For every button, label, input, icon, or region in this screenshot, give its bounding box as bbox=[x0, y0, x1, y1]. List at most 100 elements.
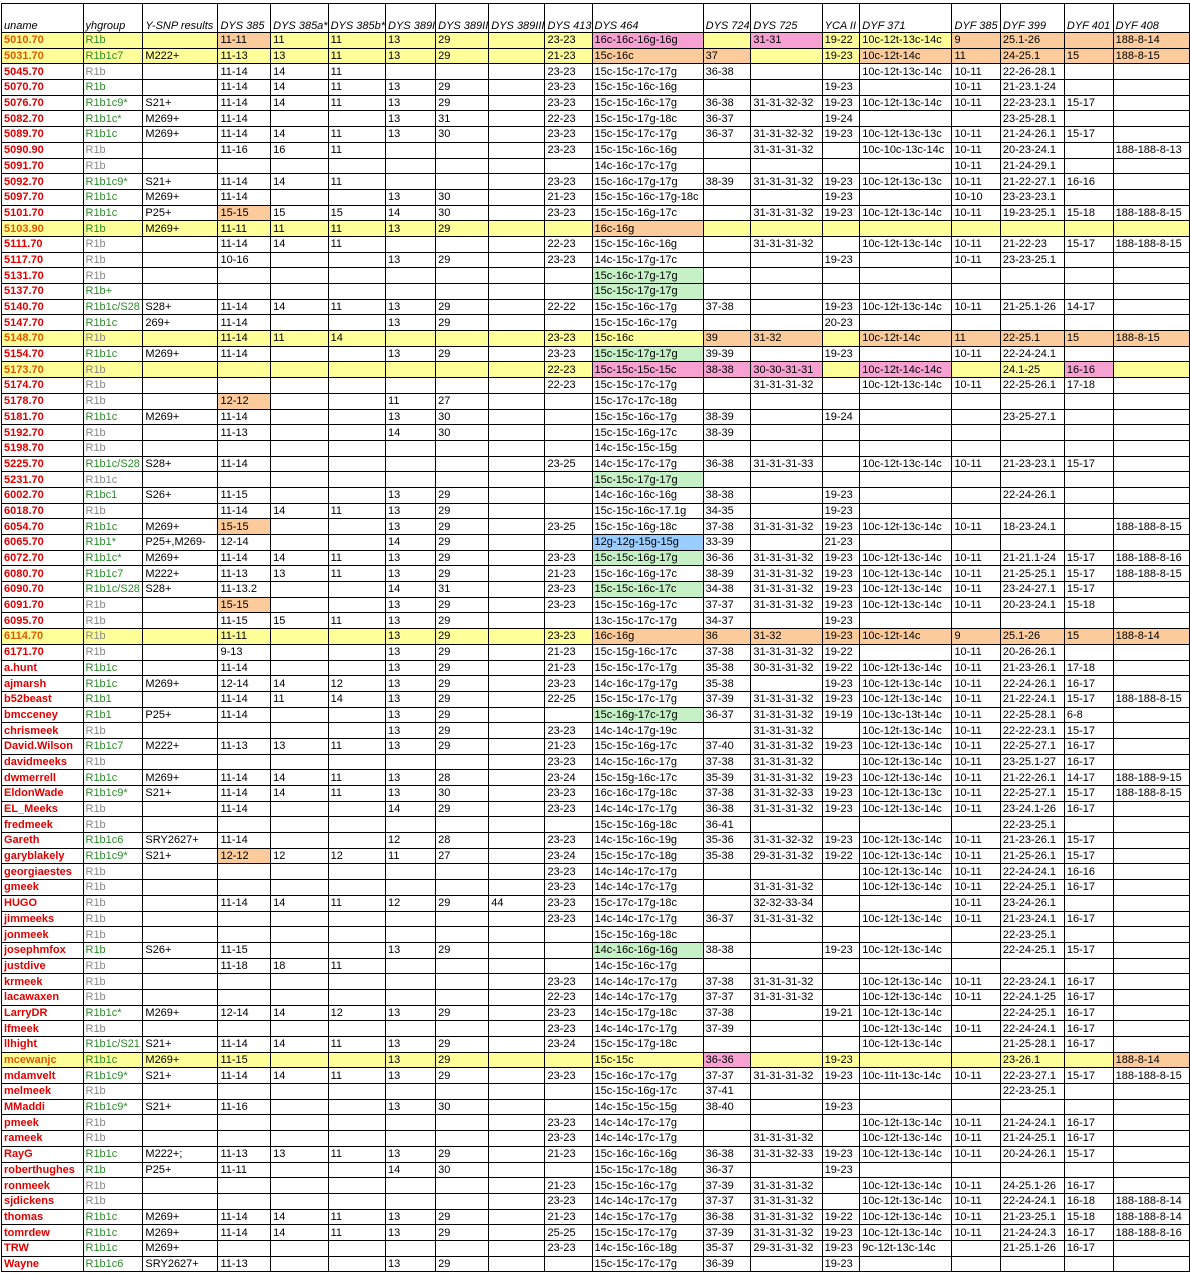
marker-cell bbox=[488, 941, 546, 959]
marker-cell: 29 bbox=[435, 941, 490, 959]
marker-cell bbox=[142, 141, 219, 159]
marker-cell bbox=[488, 204, 546, 222]
marker-cell bbox=[385, 471, 437, 488]
marker-cell: 10c-12t-13c-14c bbox=[859, 737, 953, 755]
marker-cell bbox=[1063, 1161, 1114, 1179]
marker-cell: 23-23 bbox=[544, 126, 593, 143]
marker-cell bbox=[750, 1255, 823, 1273]
marker-cell: 11 bbox=[327, 612, 387, 630]
marker-cell: M269+ bbox=[142, 345, 219, 363]
marker-cell bbox=[750, 298, 823, 316]
uname-cell: 5198.70 bbox=[1, 439, 84, 457]
marker-cell: 22-24-26.1 bbox=[999, 675, 1065, 692]
marker-cell bbox=[702, 220, 752, 237]
marker-cell: 36-38 bbox=[702, 63, 752, 81]
marker-cell: 36-37 bbox=[702, 706, 752, 724]
marker-cell: 10c-12t-13c-13c bbox=[859, 173, 953, 190]
marker-cell: 10c-12t-13c-14c bbox=[859, 1192, 953, 1210]
marker-cell bbox=[859, 424, 953, 441]
marker-cell: 11 bbox=[270, 220, 329, 237]
marker-cell: 15c-16c bbox=[591, 330, 704, 347]
marker-cell bbox=[488, 1145, 546, 1163]
marker-cell: 15c-16c-16g-17c bbox=[591, 565, 704, 583]
marker-cell bbox=[385, 1114, 437, 1132]
marker-cell: 10c-12t-13c-14c bbox=[859, 941, 953, 959]
marker-cell bbox=[1112, 659, 1190, 677]
marker-cell bbox=[327, 879, 387, 896]
marker-cell: 10-11 bbox=[951, 1208, 1001, 1226]
marker-cell: 35-36 bbox=[702, 832, 752, 849]
marker-cell bbox=[142, 926, 219, 943]
marker-cell bbox=[702, 314, 752, 332]
uname-cell: mdamvelt bbox=[1, 1067, 84, 1085]
marker-cell bbox=[488, 753, 546, 771]
marker-cell: 31-31-31-32 bbox=[750, 235, 823, 253]
marker-cell bbox=[217, 722, 272, 739]
marker-cell: 25.1-26 bbox=[999, 628, 1065, 645]
table-row: EldonWade R1b1c9* S21+ 11-14 14 11 13 30 23-23 16… bbox=[1, 785, 1190, 802]
marker-cell: 9 bbox=[951, 628, 1001, 645]
marker-cell: S21+ bbox=[142, 173, 219, 190]
marker-cell bbox=[270, 486, 329, 504]
uname-cell: 5091.70 bbox=[1, 157, 84, 175]
marker-cell bbox=[327, 1239, 387, 1257]
marker-cell: 15-17 bbox=[1063, 941, 1114, 959]
marker-cell bbox=[435, 957, 490, 975]
uname-cell: 6095.70 bbox=[1, 612, 84, 630]
marker-cell: 188-188-8-14 bbox=[1112, 1208, 1190, 1226]
marker-cell: 31-31-31-32 bbox=[750, 737, 823, 755]
marker-cell bbox=[488, 1161, 546, 1179]
marker-cell: 15c-15c-16c-17c bbox=[591, 581, 704, 598]
marker-cell bbox=[1063, 486, 1114, 504]
marker-cell: 11-14 bbox=[217, 330, 272, 347]
yhgroup-cell: R1b1c9* bbox=[82, 847, 144, 865]
marker-cell: 30 bbox=[435, 1161, 490, 1179]
marker-cell bbox=[1112, 157, 1190, 175]
table-row: 5181.70 R1b1c M269+ 11-14 13 30 15c-15c-16c-17… bbox=[1, 408, 1190, 426]
marker-cell: 34-35 bbox=[702, 502, 752, 520]
marker-cell bbox=[1112, 377, 1190, 394]
marker-cell: 11-13 bbox=[217, 424, 272, 441]
marker-cell: 13 bbox=[385, 408, 437, 426]
marker-cell bbox=[270, 1020, 329, 1037]
table-row: 5090.90 R1b 11-16 16 11 23-23 15c-15c-16c-16g 3… bbox=[1, 141, 1190, 159]
marker-cell: 188-188-8-13 bbox=[1112, 141, 1190, 159]
table-row: 6114.70 R1b 11-11 13 29 23-23 16c-16g 36 31-32 19… bbox=[1, 628, 1190, 645]
marker-cell bbox=[327, 157, 387, 175]
uname-cell: georgiaestes bbox=[1, 863, 84, 881]
marker-cell bbox=[327, 534, 387, 551]
marker-cell: 188-8-14 bbox=[1112, 1051, 1190, 1069]
marker-cell bbox=[488, 1192, 546, 1210]
marker-cell bbox=[702, 957, 752, 975]
marker-cell bbox=[1112, 1161, 1190, 1179]
marker-cell: 16-17 bbox=[1063, 988, 1114, 1006]
yhgroup-cell: R1b1c bbox=[82, 126, 144, 143]
marker-cell: 11-15 bbox=[217, 941, 272, 959]
marker-cell bbox=[270, 659, 329, 677]
marker-cell: 15-17 bbox=[1063, 832, 1114, 849]
marker-cell: 19-23 bbox=[821, 1098, 861, 1116]
marker-cell bbox=[270, 1161, 329, 1179]
marker-cell: 11-11 bbox=[217, 32, 272, 49]
marker-cell bbox=[1063, 63, 1114, 81]
marker-cell: 10-11 bbox=[951, 596, 1001, 614]
marker-cell: 10c-12t-13c-14c bbox=[859, 1004, 953, 1022]
marker-cell: 29 bbox=[435, 1036, 490, 1053]
marker-cell bbox=[488, 1098, 546, 1116]
marker-cell bbox=[217, 267, 272, 284]
marker-cell bbox=[385, 863, 437, 881]
marker-cell bbox=[750, 534, 823, 551]
yhgroup-cell: R1b1c* bbox=[82, 110, 144, 128]
uname-cell: 5137.70 bbox=[1, 283, 84, 300]
marker-cell bbox=[270, 863, 329, 881]
marker-cell: M222+ bbox=[142, 47, 219, 65]
marker-cell: 13 bbox=[385, 612, 437, 630]
uname-cell: HUGO bbox=[1, 894, 84, 912]
marker-cell bbox=[821, 141, 861, 159]
marker-cell bbox=[1112, 1004, 1190, 1022]
marker-cell bbox=[435, 63, 490, 81]
table-row: 6095.70 R1b 11-15 15 11 13 29 13c-15c-17c-17g 34… bbox=[1, 612, 1190, 630]
marker-cell bbox=[327, 110, 387, 128]
marker-cell: 10-11 bbox=[951, 737, 1001, 755]
marker-cell bbox=[999, 283, 1065, 300]
